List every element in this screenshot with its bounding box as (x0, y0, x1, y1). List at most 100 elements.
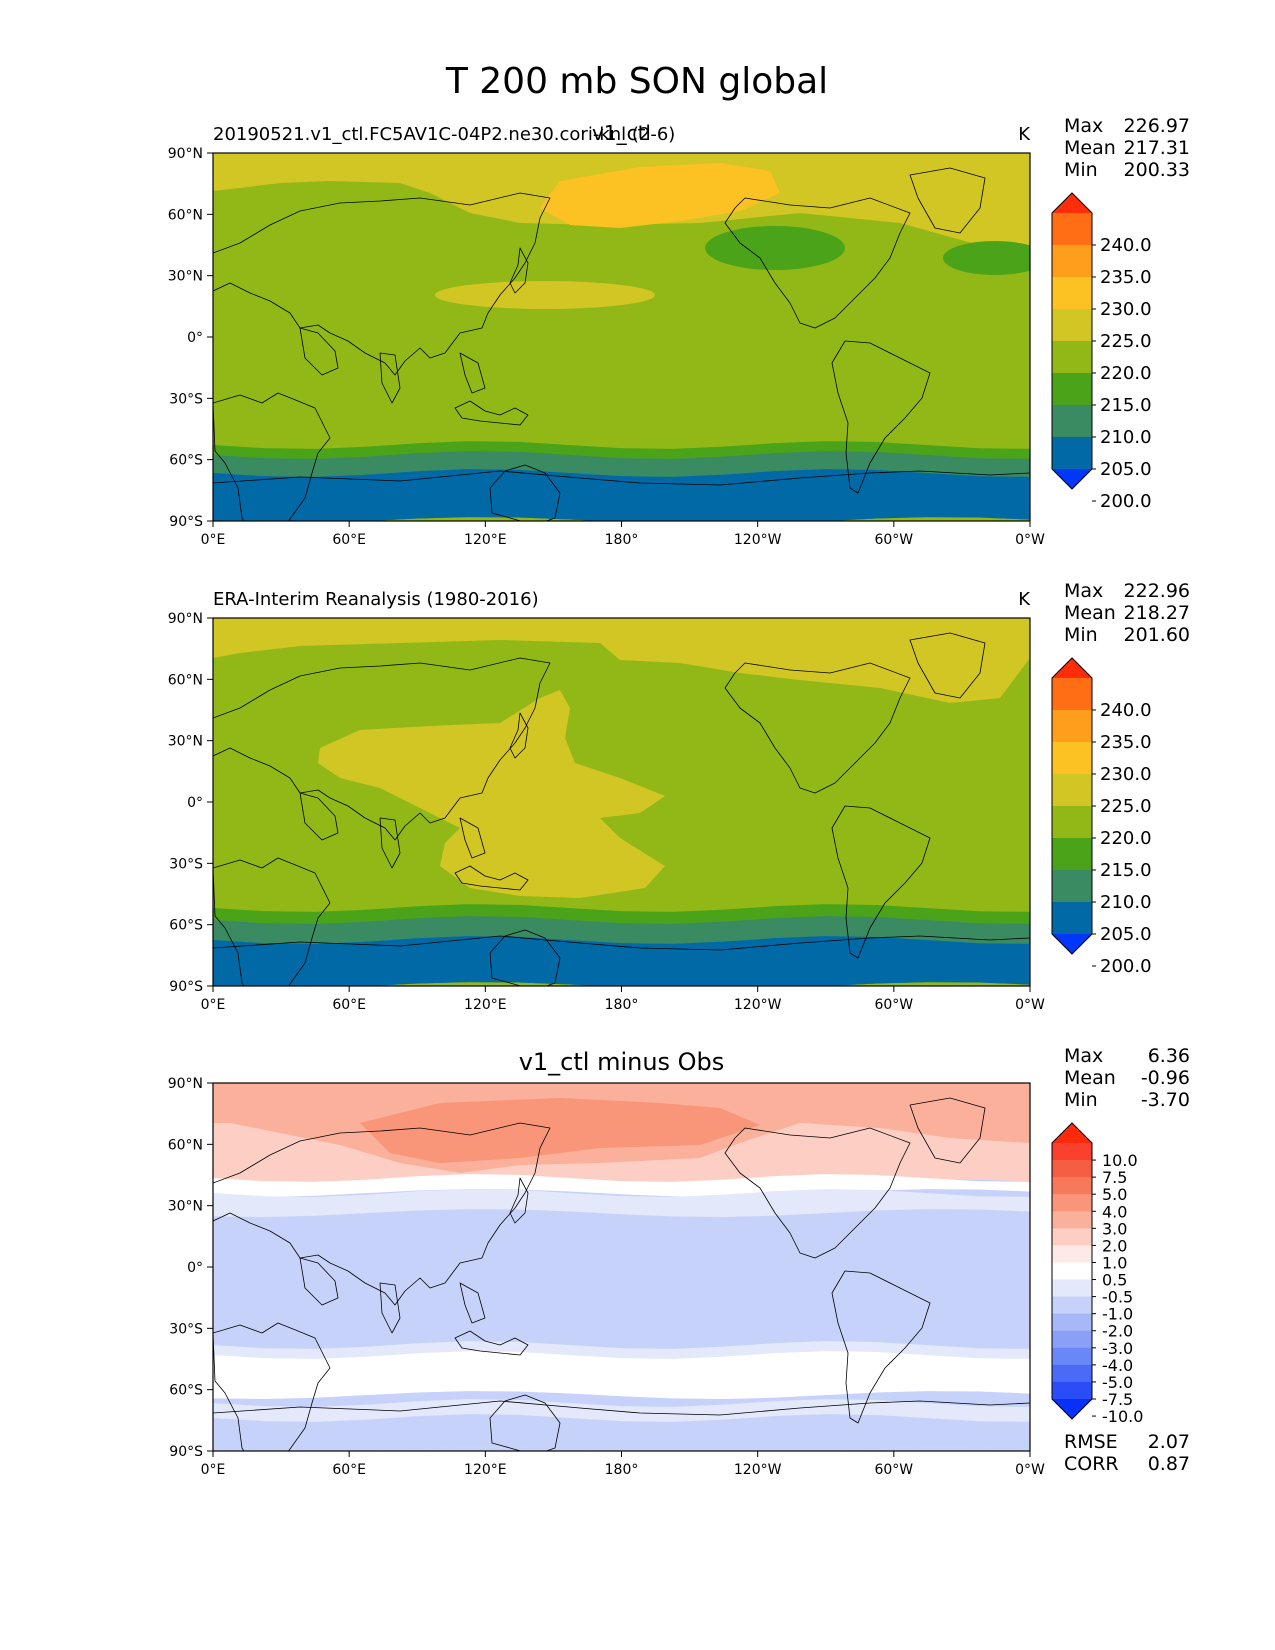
colorbar-extend-max (1052, 193, 1092, 213)
colorbar-label: 230.0 (1100, 764, 1152, 785)
map-field (213, 72, 1030, 986)
y-tick-label: 90°N (168, 146, 203, 162)
colorbar-extend-min (1052, 1399, 1092, 1419)
contour-210-asia (384, 72, 448, 88)
y-tick-label: 60°S (169, 453, 203, 469)
coastline-samerica (831, 1270, 931, 1424)
coastline-australia (489, 1394, 561, 1451)
colorbar-segment (1052, 870, 1092, 903)
colorbar-label: 235.0 (1100, 732, 1152, 753)
stat-value: 201.60 (1124, 624, 1190, 646)
x-tick-label: 180° (605, 1462, 639, 1478)
colorbar-label: 205.0 (1100, 924, 1152, 945)
coastline-greenland (909, 632, 986, 699)
coastline-antarctica (213, 470, 1030, 486)
colorbar-label: 210.0 (1100, 892, 1152, 913)
y-tick-label: 90°N (168, 1076, 203, 1092)
coastline-africa (213, 392, 331, 521)
colorbar-label: 220.0 (1100, 363, 1152, 384)
colorbar-label: 215.0 (1100, 860, 1152, 881)
y-tick-label: 90°S (169, 979, 203, 995)
colorbar-segment (1052, 1262, 1092, 1281)
colorbar-segment (1052, 1228, 1092, 1246)
coastline-japan (509, 712, 529, 759)
stat-value: 0.87 (1148, 1453, 1190, 1475)
coastline-eurasia (213, 1122, 551, 1306)
x-tick-label: 60°E (332, 997, 366, 1013)
colorbar-label: 0.5 (1102, 1271, 1127, 1290)
coastline-australia (489, 464, 561, 521)
coastline-africa (213, 857, 331, 986)
y-tick-label: 30°N (168, 1199, 203, 1215)
coastline-nz (582, 551, 598, 577)
contour-200-southern (213, 469, 1030, 521)
colorbar-extend-max (1052, 658, 1092, 678)
stat-label: Max (1064, 115, 1103, 137)
colorbar-label: 225.0 (1100, 331, 1152, 352)
map-field (213, 103, 1030, 521)
coastline-samerica (831, 340, 931, 494)
coastline-nz (582, 1481, 598, 1507)
stat-label: Max (1064, 1045, 1103, 1067)
coastline-greenland (909, 167, 986, 234)
colorbar-segment (1052, 1279, 1092, 1298)
x-tick-label: 60°W (874, 997, 913, 1013)
stat-value: 200.33 (1124, 159, 1190, 181)
coastline-indonesia (454, 865, 529, 891)
stat-value: 2.07 (1148, 1431, 1190, 1453)
contour-210-pacific (690, 103, 740, 117)
panel-left-title: 20190521.v1_ctl.FC5AV1C-04P2.ne30.cori-k… (213, 124, 675, 145)
contour-220-asia-pacific (318, 690, 665, 898)
x-tick-label: 120°W (734, 1462, 782, 1478)
colorbar-extend-min (1052, 469, 1092, 489)
colorbar-segment (1052, 774, 1092, 807)
panel-ref: 0°E 60°E 120°E 180° 120°W 60°W 0°W 90°N 60°N 30°N… (168, 72, 1190, 1042)
colorbar-label: -2.0 (1102, 1322, 1133, 1341)
coastline-japan (509, 1177, 529, 1224)
colorbar-label: 240.0 (1100, 700, 1152, 721)
coastline-arabia (299, 792, 339, 841)
colorbar-label: -3.0 (1102, 1339, 1133, 1358)
coastline-nz (582, 1016, 598, 1042)
colorbar-segment (1052, 1330, 1092, 1349)
stat-label: Mean (1064, 602, 1116, 624)
colorbar-segment (1052, 1211, 1092, 1229)
y-tick-label: 60°N (168, 672, 203, 688)
coastline-seasia (459, 1282, 486, 1324)
coastline-australia (489, 929, 561, 986)
stat-label: Max (1064, 580, 1103, 602)
colorbar-segment (1052, 1160, 1092, 1178)
x-tick-label: 0°E (201, 1462, 226, 1478)
coastline-antarctica (213, 1400, 1030, 1416)
coastline-samerica (831, 805, 931, 959)
contour-n05-north (213, 1189, 1030, 1217)
colorbar-segment (1052, 1296, 1092, 1315)
y-tick-label: 60°N (168, 207, 203, 223)
colorbar-label: -7.5 (1102, 1390, 1133, 1409)
colorbar-extend-max (1052, 1123, 1092, 1143)
contour-p4-north-2 (520, 24, 660, 60)
colorbar-label: 225.0 (1100, 796, 1152, 817)
colorbar-segment (1052, 1347, 1092, 1366)
x-tick-label: 180° (605, 997, 639, 1013)
stat-value: 222.96 (1124, 580, 1190, 602)
coastlines (213, 1097, 1030, 1507)
colorbar-segment (1052, 373, 1092, 406)
coastline-arabia (299, 327, 339, 376)
contour-n1-southern (213, 1414, 1030, 1451)
coastline-india (379, 1282, 401, 1334)
colorbar-segment (1052, 405, 1092, 438)
y-tick-label: 30°S (169, 391, 203, 407)
panel-diff: 0°E 60°E 120°E 180° 120°W 60°W 0°W 90°N 60°N 30°N… (168, 24, 1190, 1507)
colorbar-segment (1052, 309, 1092, 342)
colorbar-segment (1052, 341, 1092, 374)
x-tick-label: 0°W (1015, 1462, 1045, 1478)
stat-value: 217.31 (1124, 137, 1190, 159)
coastline-indonesia (454, 1330, 529, 1356)
coastline-namerica (724, 1127, 911, 1259)
colorbar-segment (1052, 1143, 1092, 1161)
y-tick-label: 30°S (169, 1321, 203, 1337)
stat-label: Mean (1064, 137, 1116, 159)
colorbar-segment (1052, 1177, 1092, 1195)
